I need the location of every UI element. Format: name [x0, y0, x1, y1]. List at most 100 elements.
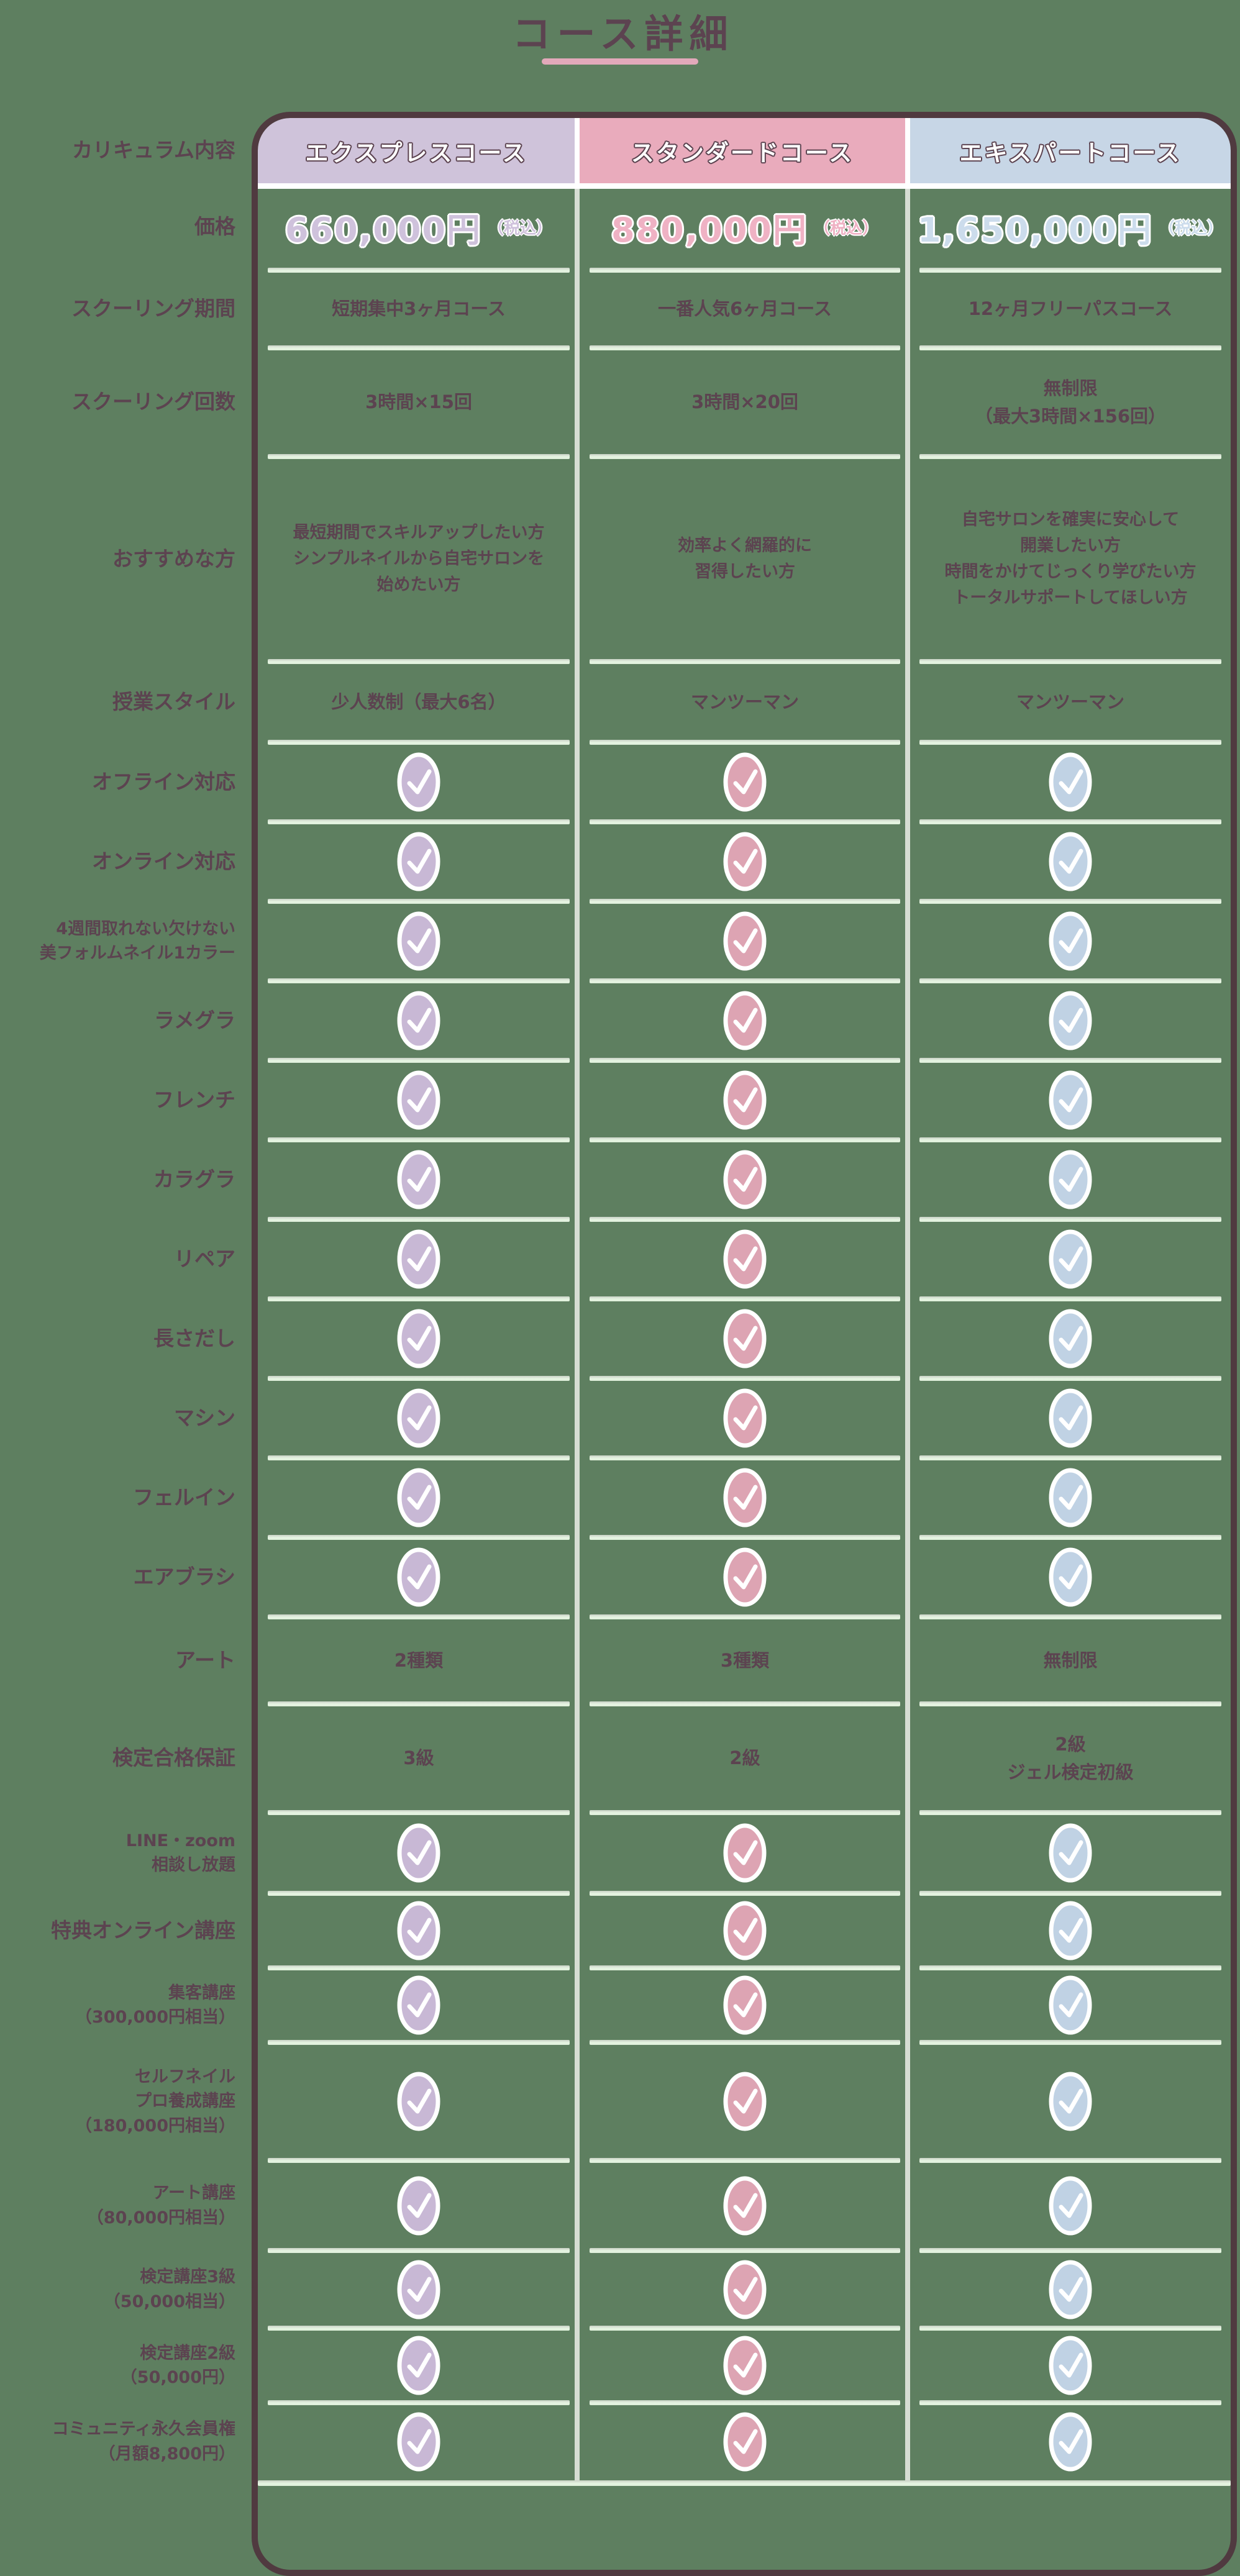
check-icon — [723, 1547, 767, 1607]
row-separator — [919, 899, 1221, 904]
table-row: 検定合格保証 3級 2級 2級 ジェル検定初級 — [0, 1704, 1240, 1815]
course-cell — [580, 1813, 910, 1896]
course-cell: マンツーマン — [580, 662, 910, 745]
course-cell — [910, 981, 1231, 1063]
row-separator — [267, 978, 570, 983]
check-icon — [723, 832, 767, 891]
course-cell — [258, 2042, 580, 2163]
check-icon — [397, 1547, 440, 1607]
border-spacer — [252, 2251, 258, 2328]
table-row: 特典オンライン講座 — [0, 1893, 1240, 1970]
row-separator — [919, 659, 1221, 664]
check-icon — [1049, 2412, 1092, 2471]
check-icon — [397, 1901, 440, 1960]
check-icon — [397, 911, 440, 971]
course-cell — [258, 1219, 580, 1301]
course-cell — [910, 2403, 1231, 2480]
table-row: オンライン対応 — [0, 822, 1240, 904]
check-icon — [397, 832, 440, 891]
row-separator — [589, 2158, 901, 2163]
course-cell — [258, 1378, 580, 1460]
course-cell — [258, 1299, 580, 1381]
check-icon — [723, 2176, 767, 2235]
border-spacer — [252, 348, 258, 457]
check-icon — [1049, 1901, 1092, 1960]
table-row: スクーリング回数 3時間×15回 3時間×20回 無制限 （最大3時間×156回） — [0, 348, 1240, 459]
course-name: エクスプレスコース — [305, 139, 527, 166]
check-icon — [1049, 1150, 1092, 1209]
course-cell: 最短期間でスキルアップしたい方 シンプルネイルから自宅サロンを 始めたい方 — [258, 457, 580, 664]
row-separator — [919, 1137, 1221, 1142]
row-separator — [589, 1810, 901, 1815]
course-cell — [258, 2328, 580, 2405]
course-cell: 短期集中3ヶ月コース — [258, 270, 580, 350]
border-spacer — [252, 1219, 258, 1299]
border-spacer — [252, 2403, 258, 2480]
row-separator — [267, 1058, 570, 1063]
table-row: カラグラ — [0, 1140, 1240, 1222]
course-cell — [580, 1378, 910, 1460]
table-bottom-separator — [258, 2480, 1231, 2486]
course-cell: 2級 — [580, 1704, 910, 1815]
course-comparison-table: カリキュラム内容 エクスプレスコース スタンダードコース エキスパートコース 価… — [0, 118, 1240, 2480]
border-spacer — [252, 1378, 258, 1458]
row-separator — [267, 1217, 570, 1222]
course-cell — [580, 1968, 910, 2045]
check-icon — [723, 1309, 767, 1368]
course-cell — [258, 1813, 580, 1896]
row-label: おすすめな方 — [112, 546, 235, 571]
row-label: 価格 — [194, 214, 235, 239]
course-cell: 3級 — [258, 1704, 580, 1815]
row-separator — [919, 978, 1221, 983]
course-cell: 自宅サロンを確実に安心して 開業したい方 時間をかけてじっくり学びたい方 トータ… — [910, 457, 1231, 664]
check-icon — [1049, 1388, 1092, 1448]
row-separator — [589, 2040, 901, 2045]
course-cell — [910, 2328, 1231, 2405]
row-separator — [589, 978, 901, 983]
row-separator — [267, 1535, 570, 1540]
check-icon — [397, 1823, 440, 1883]
course-cell — [910, 2042, 1231, 2163]
table-row: フェルイン — [0, 1458, 1240, 1540]
check-icon — [1049, 752, 1092, 812]
course-cell — [910, 1378, 1231, 1460]
title-underline-decoration — [542, 58, 698, 65]
check-icon — [1049, 2336, 1092, 2395]
row-separator — [919, 1058, 1221, 1063]
course-cell — [580, 822, 910, 904]
table-row: スクーリング期間 短期集中3ヶ月コース 一番人気6ヶ月コース 12ヶ月フリーパスコース — [0, 270, 1240, 350]
check-icon — [1049, 832, 1092, 891]
course-cell — [258, 2160, 580, 2253]
border-spacer — [252, 1617, 258, 1704]
row-label: 検定講座2級 （50,000円） — [120, 2343, 235, 2387]
row-separator — [919, 1217, 1221, 1222]
check-icon — [397, 1309, 440, 1368]
row-label: LINE・zoom 相談し放題 — [125, 1831, 235, 1875]
cell-text: 無制限 — [1043, 1649, 1098, 1671]
corner-label: カリキュラム内容 — [71, 138, 235, 163]
check-icon — [397, 1975, 440, 2035]
row-separator — [267, 1614, 570, 1619]
check-icon — [1049, 1468, 1092, 1527]
row-separator — [919, 819, 1221, 824]
course-cell — [258, 1893, 580, 1970]
check-icon — [723, 1901, 767, 1960]
check-icon — [397, 2260, 440, 2319]
row-separator — [919, 2400, 1221, 2405]
border-spacer — [252, 1893, 258, 1968]
course-cell — [910, 1893, 1231, 1970]
price-amount: 880,000円 — [611, 210, 808, 250]
course-cell — [580, 2403, 910, 2480]
course-cell: 2級 ジェル検定初級 — [910, 1704, 1231, 1815]
table-row: 検定講座3級 （50,000相当） — [0, 2251, 1240, 2331]
check-icon — [397, 1150, 440, 1209]
check-icon — [723, 1975, 767, 2035]
course-cell: 効率よく網羅的に 習得したい方 — [580, 457, 910, 664]
table-row: 検定講座2級 （50,000円） — [0, 2328, 1240, 2405]
row-separator — [589, 345, 901, 350]
row-label: エアブラシ — [133, 1564, 235, 1589]
border-spacer — [252, 901, 258, 981]
course-cell — [910, 1219, 1231, 1301]
course-cell — [580, 742, 910, 824]
check-icon — [723, 991, 767, 1050]
